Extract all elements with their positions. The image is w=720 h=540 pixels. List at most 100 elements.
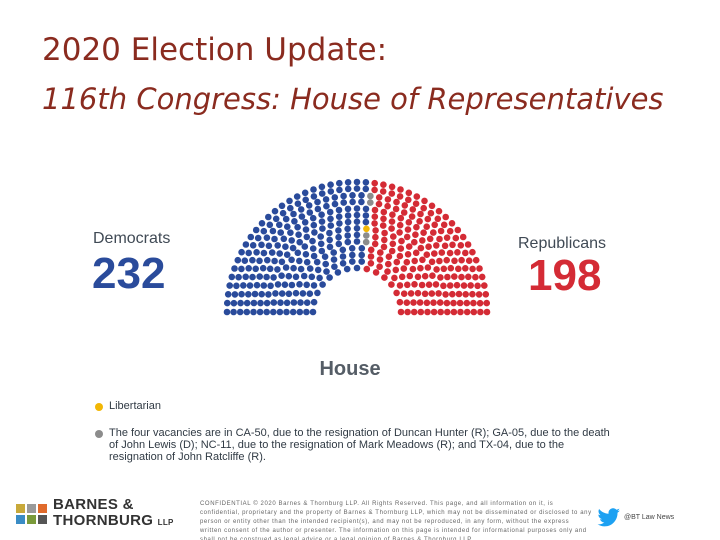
seat-democrats — [318, 247, 326, 255]
seat-republicans — [371, 240, 379, 248]
seat-republicans — [414, 273, 422, 281]
seat-democrats — [243, 299, 251, 307]
seat-democrats — [272, 290, 279, 297]
seat-republicans — [483, 299, 491, 307]
seat-democrats — [353, 185, 361, 192]
seat-democrats — [256, 257, 263, 265]
seat-republicans — [417, 210, 424, 218]
seat-republicans — [437, 227, 445, 235]
seat-democrats — [318, 218, 326, 225]
seat-republicans — [380, 243, 388, 251]
logo-square — [27, 504, 36, 513]
seat-democrats — [358, 258, 366, 265]
seat-democrats — [254, 234, 262, 242]
seat-republicans — [379, 188, 387, 195]
seat-democrats — [309, 237, 316, 245]
seat-democrats — [226, 282, 233, 289]
seat-democrats — [256, 273, 264, 280]
seat-republicans — [400, 290, 408, 298]
seat-democrats — [344, 212, 352, 219]
seat-republicans — [389, 240, 397, 248]
seat-republicans — [477, 308, 484, 316]
seat-republicans — [389, 211, 396, 218]
seat-republicans — [384, 268, 391, 275]
seat-democrats — [242, 273, 249, 281]
seat-democrats — [306, 209, 314, 216]
seat-republicans — [424, 264, 432, 271]
seat-democrats — [303, 233, 311, 241]
seat-democrats — [283, 299, 291, 307]
seat-democrats — [296, 281, 303, 288]
seat-republicans — [396, 252, 404, 260]
seat-democrats — [344, 185, 352, 193]
seat-republicans — [470, 299, 477, 307]
seat-democrats — [339, 246, 347, 254]
seat-republicans — [388, 218, 396, 225]
seat-democrats — [344, 238, 352, 246]
seat-republicans — [396, 229, 403, 236]
seat-democrats — [301, 243, 309, 250]
seat-democrats — [238, 290, 245, 298]
seat-republicans — [472, 273, 479, 281]
seat-democrats — [231, 291, 239, 298]
seat-democrats — [301, 189, 309, 197]
seat-republicans — [392, 266, 400, 274]
chamber-label: House — [319, 358, 381, 380]
seat-democrats — [284, 223, 291, 230]
seat-democrats — [298, 213, 306, 220]
seat-democrats — [233, 282, 240, 290]
seat-democrats — [290, 210, 297, 218]
seat-republicans — [413, 223, 420, 231]
legend-vacancies: The four vacancies are in CA-50, due to … — [95, 427, 614, 463]
seat-democrats — [300, 272, 308, 280]
logo-square — [38, 504, 47, 513]
seat-republicans — [371, 220, 378, 227]
seat-democrats — [290, 299, 298, 306]
logo-squares-icon — [16, 504, 47, 524]
seat-democrats — [292, 273, 300, 281]
seat-democrats — [310, 221, 318, 229]
twitter-bird-icon[interactable] — [597, 508, 621, 528]
seat-democrats — [340, 199, 348, 206]
seat-democrats — [258, 241, 265, 249]
seat-republicans — [442, 213, 450, 221]
seat-republicans — [400, 209, 408, 216]
seat-republicans — [454, 226, 462, 234]
seat-republicans — [465, 273, 472, 281]
seat-democrats — [288, 281, 296, 289]
seat-republicans — [396, 298, 404, 306]
seat-republicans — [391, 274, 398, 282]
seat-republicans — [417, 308, 425, 316]
seat-democrats — [231, 265, 238, 272]
seat-democrats — [245, 249, 252, 257]
legend-libertarian: Libertarian — [95, 400, 161, 412]
seat-republicans — [467, 282, 475, 289]
twitter-handle[interactable]: @BT Law News — [624, 514, 675, 521]
seat-democrats — [313, 258, 321, 266]
seat-republicans — [474, 282, 481, 290]
seat-democrats — [335, 227, 342, 234]
seat-republicans — [405, 189, 413, 197]
seat-democrats — [258, 220, 266, 227]
logo-square — [16, 515, 25, 524]
seat-democrats — [271, 235, 278, 243]
seat-republicans — [409, 265, 417, 273]
seat-republicans — [400, 265, 408, 272]
seat-vacant — [363, 232, 370, 239]
seat-democrats — [323, 268, 330, 275]
seat-republicans — [412, 231, 419, 238]
seat-democrats — [322, 260, 330, 268]
seat-republicans — [428, 202, 436, 210]
seat-democrats — [237, 299, 244, 307]
seat-republicans — [449, 290, 456, 298]
seat-democrats — [270, 308, 277, 316]
logo-line1: BARNES & — [53, 496, 134, 513]
seat-democrats — [331, 263, 338, 271]
logo-square — [27, 515, 36, 524]
seat-democrats — [344, 205, 352, 213]
seat-democrats — [291, 218, 298, 225]
seat-republicans — [372, 269, 380, 276]
seat-republicans — [367, 260, 375, 267]
seat-vacant — [362, 238, 370, 246]
seat-democrats — [274, 242, 282, 249]
